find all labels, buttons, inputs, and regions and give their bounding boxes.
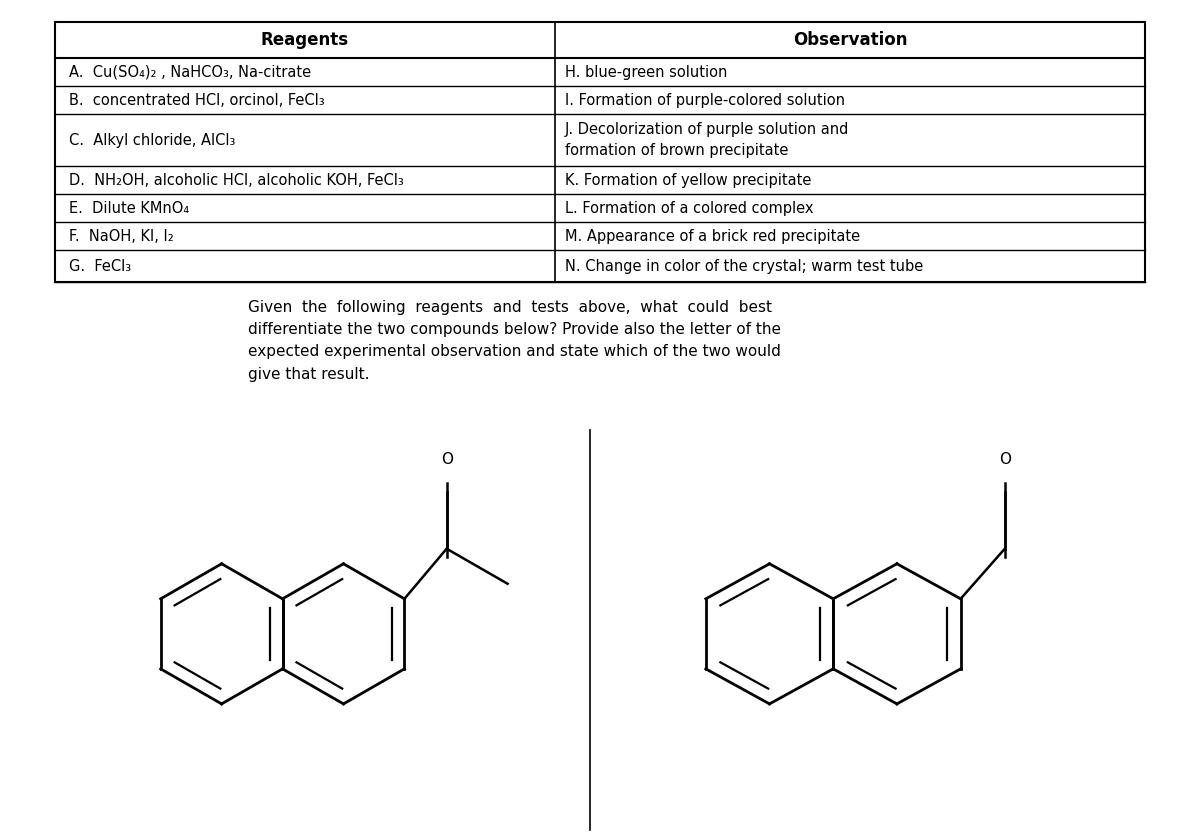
Text: L. Formation of a colored complex: L. Formation of a colored complex <box>565 200 814 215</box>
Text: N. Change in color of the crystal; warm test tube: N. Change in color of the crystal; warm … <box>565 259 923 274</box>
Text: J. Decolorization of purple solution and
formation of brown precipitate: J. Decolorization of purple solution and… <box>565 123 850 158</box>
Text: E.  Dilute KMnO₄: E. Dilute KMnO₄ <box>70 200 190 215</box>
Text: B.  concentrated HCl, orcinol, FeCl₃: B. concentrated HCl, orcinol, FeCl₃ <box>70 93 325 108</box>
Text: M. Appearance of a brick red precipitate: M. Appearance of a brick red precipitate <box>565 229 860 244</box>
Text: A.  Cu(SO₄)₂ , NaHCO₃, Na-citrate: A. Cu(SO₄)₂ , NaHCO₃, Na-citrate <box>70 64 311 79</box>
Text: O: O <box>440 452 452 467</box>
Text: I. Formation of purple-colored solution: I. Formation of purple-colored solution <box>565 93 845 108</box>
Text: K. Formation of yellow precipitate: K. Formation of yellow precipitate <box>565 173 811 188</box>
Text: Observation: Observation <box>793 31 907 49</box>
Text: G.  FeCl₃: G. FeCl₃ <box>70 259 131 274</box>
Text: F.  NaOH, KI, I₂: F. NaOH, KI, I₂ <box>70 229 174 244</box>
Bar <box>55 22 1145 282</box>
Text: H. blue-green solution: H. blue-green solution <box>565 64 727 79</box>
Text: Given  the  following  reagents  and  tests  above,  what  could  best
different: Given the following reagents and tests a… <box>248 300 781 382</box>
Text: Reagents: Reagents <box>260 31 349 49</box>
Text: C.  Alkyl chloride, AlCl₃: C. Alkyl chloride, AlCl₃ <box>70 133 235 148</box>
Text: D.  NH₂OH, alcoholic HCl, alcoholic KOH, FeCl₃: D. NH₂OH, alcoholic HCl, alcoholic KOH, … <box>70 173 403 188</box>
Text: O: O <box>998 452 1010 467</box>
